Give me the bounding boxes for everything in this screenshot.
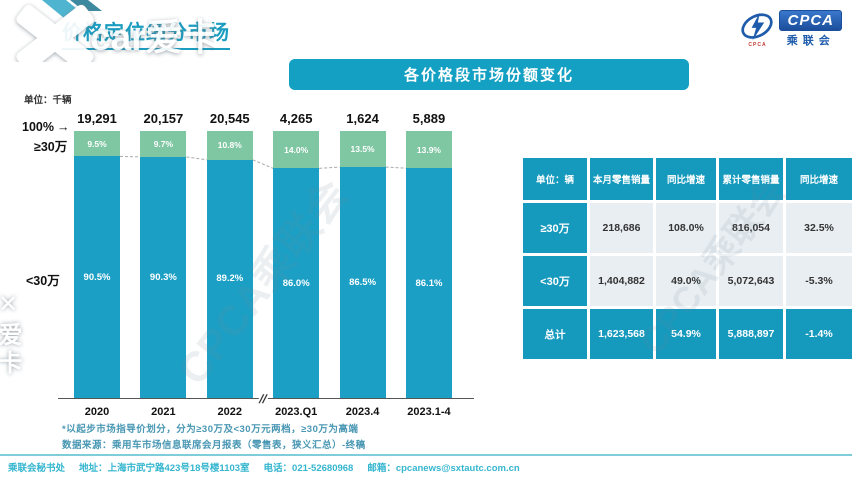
cpca-logo: CPCA CPCA 乘联会 <box>739 9 842 48</box>
segment-pct-label: 13.9% <box>416 144 441 155</box>
bar-segment-lt30: 86.0% <box>273 168 320 398</box>
segment-pct-label: 90.3% <box>149 271 177 283</box>
segment-pct-label: 90.5% <box>83 271 111 283</box>
table-unit-header: 单位：辆 <box>523 158 587 200</box>
y-axis-100-text: 100% <box>22 120 54 134</box>
footer-address: 地址：上海市武宁路423号18号楼1103室 <box>79 463 250 474</box>
footer-bar: 乘联会秘书处 地址：上海市武宁路423号18号楼1103室 电话：021-526… <box>8 460 520 474</box>
cpca-small-label: CPCA <box>748 42 767 48</box>
table-cell: 32.5% <box>786 203 852 253</box>
bar-segment-lt30: 86.5% <box>339 167 386 398</box>
bar-segment-ge30: 10.8% <box>206 131 253 160</box>
bar-total-label: 20,157 <box>143 111 184 126</box>
bar-segment-ge30: 14.0% <box>273 131 320 169</box>
x-axis-label: 2023.Q1 <box>275 406 318 418</box>
footer-org: 乘联会秘书处 <box>8 463 66 474</box>
axis-break-icon: // <box>256 392 270 406</box>
series-label-ge30: ≥30万 <box>34 140 68 154</box>
bar-segment-lt30: 89.2% <box>206 159 253 398</box>
table-cell-total: 1,623,568 <box>590 309 653 359</box>
table-cell: 1,404,882 <box>590 256 653 306</box>
chart-banner-title: 各价格段市场份额变化 <box>289 59 689 90</box>
bar-segment-ge30: 9.7% <box>140 131 187 157</box>
x-axis-label: 2021 <box>151 406 176 418</box>
bar-group-2023-1-4: 5,889 13.9% 86.1% 2023.1-4 <box>405 111 452 418</box>
table-col-header: 累计零售销量 <box>719 158 783 200</box>
x-axis-label: 2022 <box>217 406 243 418</box>
footer-divider <box>0 454 852 456</box>
table-cell: 49.0% <box>656 256 716 306</box>
table-cell: 218,686 <box>590 203 653 253</box>
table-cell: 5,072,643 <box>719 256 783 306</box>
bar-segment-lt30: 90.5% <box>74 156 120 398</box>
x-axis-label: 2020 <box>84 406 110 418</box>
table-cell: -5.3% <box>786 256 852 306</box>
table-cell-total: -1.4% <box>786 309 852 359</box>
bar-group-2023q1: 4,265 14.0% 86.0% 2023.Q1 <box>273 111 320 418</box>
table-cell: 108.0% <box>656 203 716 253</box>
bar-segment-lt30: 90.3% <box>140 156 187 398</box>
table-col-header: 同比增速 <box>656 158 716 200</box>
bar-segment-ge30: 13.5% <box>339 131 386 168</box>
footer-phone: 电话：021-52680968 <box>263 463 354 474</box>
bar-segment-ge30: 13.9% <box>405 131 452 169</box>
bar-total-label: 5,889 <box>412 111 446 126</box>
bar-segment-ge30: 9.5% <box>74 131 120 157</box>
segment-pct-label: 13.5% <box>350 144 375 155</box>
table-col-header: 同比增速 <box>786 158 852 200</box>
cpca-wordmark: CPCA <box>779 9 842 31</box>
footnote-definition: *以起步市场指导价划分，分为≥30万及<30万元两档，≥30万为高端 <box>62 424 359 435</box>
bar-segment-lt30: 86.1% <box>405 168 452 398</box>
segment-pct-label: 9.5% <box>87 138 107 149</box>
bar-group-2022: 20,545 10.8% 89.2% 2022 <box>206 111 253 418</box>
plot-area: 19,291 9.5% 90.5% 2020 20,157 9.7% 90.3%… <box>74 111 452 418</box>
bar-group-2021: 20,157 9.7% 90.3% 2021 <box>140 111 187 418</box>
table-row-label: <30万 <box>523 256 587 306</box>
cpca-emblem-icon: CPCA <box>739 9 775 48</box>
page-title: 价格定位细分市场 <box>62 16 230 50</box>
y-axis-100-label: 100% → <box>22 120 69 134</box>
bar-total-label: 19,291 <box>77 111 117 126</box>
table-col-header: 本月零售销量 <box>590 158 653 200</box>
table-cell: 816,054 <box>719 203 783 253</box>
table-row-label-total: 总计 <box>523 309 587 359</box>
bar-group-2023-4: 1,624 13.5% 86.5% 2023.4 <box>339 111 386 418</box>
cpca-chinese-label: 乘联会 <box>786 34 835 47</box>
x-axis-label: 2023.1-4 <box>407 406 451 418</box>
segment-pct-label: 89.2% <box>216 273 244 285</box>
bar-total-label: 20,545 <box>209 111 250 126</box>
segment-connector-lines <box>119 155 406 169</box>
segment-pct-label: 9.7% <box>153 138 174 149</box>
bar-total-label: 1,624 <box>346 111 379 126</box>
series-label-lt30: <30万 <box>26 274 60 288</box>
footer-email: 邮箱：cpcanews@sxtautc.com.cn <box>367 463 520 474</box>
chart-unit-label: 单位：千辆 <box>24 95 72 106</box>
table-cell-total: 5,888,897 <box>719 309 783 359</box>
table-row-label: ≥30万 <box>523 203 587 253</box>
sales-table: 单位：辆 本月零售销量 同比增速 累计零售销量 同比增速 ≥30万 218,68… <box>523 158 852 359</box>
bar-total-label: 4,265 <box>279 111 313 126</box>
bar-group-2020: 19,291 9.5% 90.5% 2020 <box>74 111 120 418</box>
segment-pct-label: 14.0% <box>284 144 309 155</box>
segment-pct-label: 86.1% <box>415 277 443 289</box>
segment-pct-label: 10.8% <box>217 140 242 151</box>
table-cell-total: 54.9% <box>656 309 716 359</box>
segment-pct-label: 86.5% <box>349 277 377 288</box>
footnote-source: 数据来源：乘用车市场信息联席会月报表（零售表，狭义汇总）-终稿 <box>62 440 366 451</box>
segment-pct-label: 86.0% <box>282 277 310 289</box>
xcar-side-watermark: ✕爱卡 <box>0 290 21 378</box>
arrow-right-icon: → <box>56 120 70 134</box>
x-axis-label: 2023.4 <box>345 406 380 418</box>
